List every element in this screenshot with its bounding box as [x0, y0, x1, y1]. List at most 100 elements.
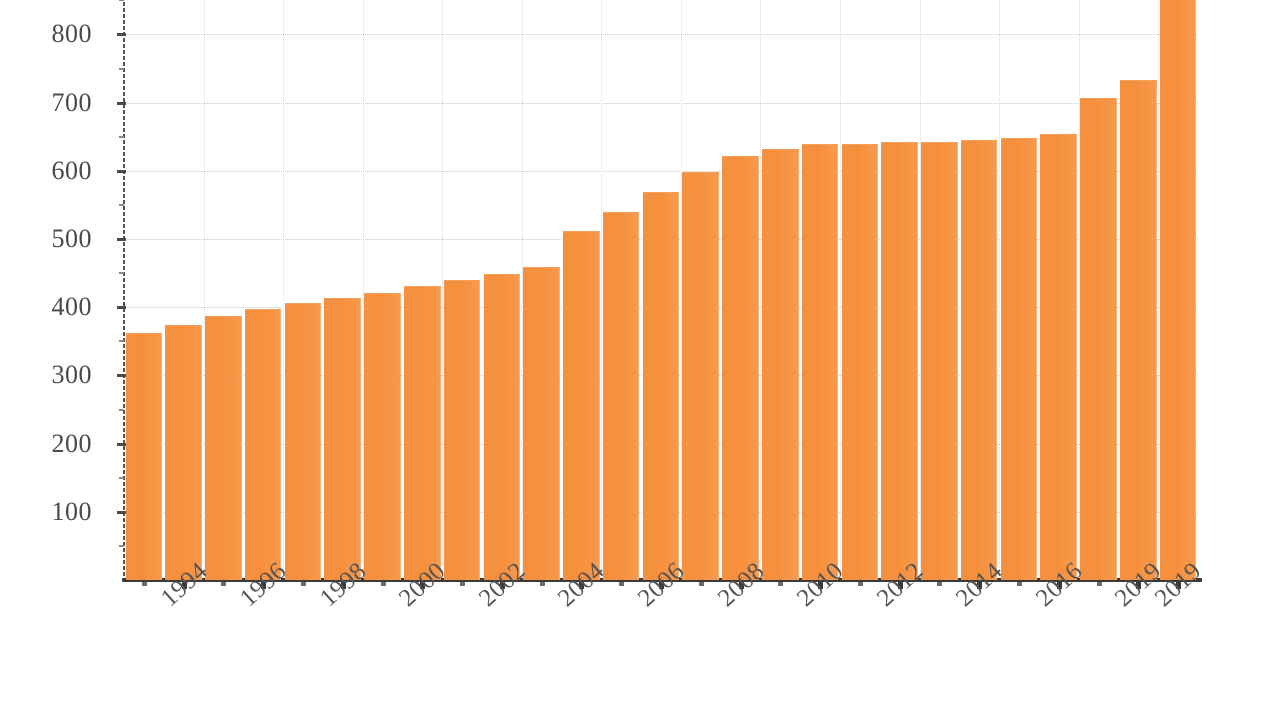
- y-axis-label-300: 300: [51, 360, 92, 390]
- bar-1999[interactable]: [364, 292, 401, 580]
- y-axis-label-100: 100: [51, 496, 92, 526]
- x-minor-tick-2009: [778, 582, 784, 586]
- x-tick-2010: [818, 582, 824, 589]
- x-minor-tick-2005: [619, 582, 625, 586]
- x-tick-2012: [897, 582, 903, 589]
- gridline-x-6: [362, 0, 364, 580]
- bar-1994[interactable]: [165, 324, 202, 580]
- x-tick-2000: [420, 582, 426, 589]
- y-axis-label-200: 200: [51, 428, 92, 458]
- y-axis-label-700: 700: [51, 87, 92, 117]
- y-tick-100: [117, 510, 126, 514]
- y-minor-tick-450: [119, 272, 124, 275]
- gridline-x-8: [442, 0, 444, 580]
- bar-1997[interactable]: [284, 303, 322, 580]
- bar-2014[interactable]: [960, 140, 998, 580]
- x-tick-1994: [181, 582, 187, 589]
- y-minor-tick-250: [119, 408, 124, 411]
- y-tick-200: [117, 442, 126, 446]
- bar-2011[interactable]: [841, 143, 879, 580]
- x-tick-2004: [579, 582, 585, 589]
- gridline-x-10: [521, 0, 523, 580]
- bar-1993[interactable]: [125, 333, 163, 580]
- bottom-crop-mask: [0, 676, 1280, 720]
- y-axis-label-800: 800: [51, 19, 92, 49]
- bar-2015[interactable]: [1000, 138, 1038, 580]
- bar-2007[interactable]: [682, 171, 720, 580]
- bar-2005[interactable]: [602, 212, 640, 580]
- y-tick-600: [117, 169, 126, 173]
- y-axis-label-400: 400: [51, 292, 92, 322]
- x-minor-tick-2011: [857, 582, 863, 586]
- x-minor-tick-1995: [221, 582, 227, 586]
- y-minor-tick-150: [119, 476, 124, 479]
- bar-2017[interactable]: [1080, 98, 1117, 580]
- x-tick-2002: [499, 582, 505, 589]
- y-tick-700: [117, 101, 126, 105]
- bar-1996[interactable]: [244, 308, 282, 580]
- x-tick-2008: [738, 582, 744, 589]
- gridline-x-24: [1078, 0, 1080, 580]
- bar-series: [124, 0, 1198, 580]
- bar-1998[interactable]: [324, 298, 362, 580]
- bar-2000[interactable]: [404, 286, 441, 580]
- y-minor-tick-550: [119, 203, 124, 206]
- y-tick-300: [117, 374, 126, 378]
- bar-2004[interactable]: [563, 231, 600, 580]
- gridline-y-700: [124, 102, 1198, 104]
- bar-2016[interactable]: [1040, 134, 1078, 580]
- gridline-x-4: [283, 0, 285, 580]
- x-minor-tick-1999: [380, 582, 386, 586]
- gridline-y-800: [124, 34, 1198, 36]
- y-tick-500: [117, 238, 126, 241]
- bar-2010[interactable]: [801, 143, 839, 580]
- x-minor-tick-2017: [1096, 582, 1102, 586]
- gridline-x-26: [1158, 0, 1160, 580]
- gridline-x-14: [680, 0, 682, 580]
- y-minor-tick-50: [119, 544, 124, 547]
- x-minor-tick-2007: [698, 582, 704, 586]
- y-minor-tick-850: [119, 0, 124, 2]
- bar-2002[interactable]: [483, 274, 521, 580]
- x-minor-tick-2003: [539, 582, 545, 586]
- gridline-x-16: [760, 0, 762, 580]
- gridline-y-600: [124, 170, 1198, 172]
- bar-2001[interactable]: [443, 280, 481, 580]
- gridline-x-12: [601, 0, 603, 580]
- gridline-x-20: [919, 0, 921, 580]
- y-tick-800: [117, 33, 126, 37]
- x-tick-2014: [977, 582, 983, 589]
- x-tick-2018: [1136, 582, 1142, 589]
- bar-2009[interactable]: [762, 149, 799, 580]
- gridline-x-22: [999, 0, 1001, 580]
- x-tick-1996: [261, 582, 267, 589]
- y-minor-tick-650: [119, 135, 124, 138]
- bar-2019[interactable]: [1159, 0, 1197, 580]
- x-minor-tick-2015: [1017, 582, 1022, 586]
- bar-2012[interactable]: [881, 141, 918, 580]
- y-minor-tick-750: [119, 67, 124, 70]
- y-axis-label-600: 600: [51, 155, 92, 185]
- x-tick-2006: [659, 582, 664, 589]
- bar-2003[interactable]: [523, 267, 560, 580]
- x-tick-2016: [1056, 582, 1062, 589]
- bar-2006[interactable]: [642, 191, 680, 580]
- x-tick-1998: [340, 582, 346, 589]
- gridline-x-18: [840, 0, 841, 580]
- x-axis-line: [122, 578, 1202, 582]
- bar-2008[interactable]: [722, 156, 759, 580]
- x-tick-2019: [1176, 582, 1182, 589]
- y-tick-400: [117, 306, 126, 310]
- bar-2013[interactable]: [921, 141, 958, 580]
- y-axis-label-500: 500: [51, 224, 92, 253]
- x-minor-tick-1993: [141, 582, 147, 586]
- gridline-x-2: [203, 0, 205, 580]
- y-axis-line: [123, 0, 125, 582]
- x-minor-tick-2001: [460, 582, 466, 586]
- bar-1995[interactable]: [205, 315, 242, 580]
- bar-2018[interactable]: [1120, 79, 1157, 580]
- y-minor-tick-350: [119, 340, 124, 343]
- x-minor-tick-2013: [937, 582, 943, 586]
- bar-clip: [124, 0, 1198, 580]
